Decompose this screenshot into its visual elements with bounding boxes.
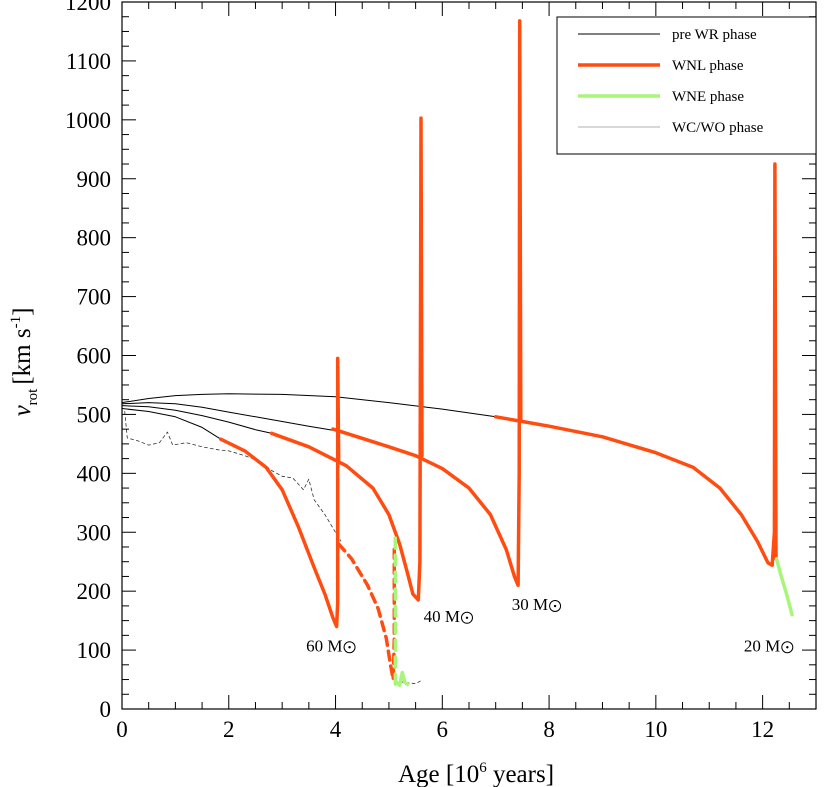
legend-label: pre WR phase [672, 27, 757, 43]
series-line [269, 116, 424, 602]
series-line [121, 402, 334, 431]
y-tick-label: 800 [77, 226, 112, 251]
series-line [219, 356, 341, 629]
annotations-layer: 60 M 40 M 30 M 20 M [306, 595, 794, 655]
mass-annotation: 30 M [512, 595, 548, 614]
sun-symbol-dot [786, 646, 789, 649]
mass-annotation: 20 M [744, 636, 780, 655]
series-line [121, 393, 497, 418]
y-axis-label-sup: -1 [8, 316, 24, 329]
y-tick-label: 200 [77, 579, 112, 604]
y-tick-label: 1000 [65, 108, 111, 133]
mass-annotation: 60 M [306, 636, 342, 655]
series-line [331, 19, 523, 588]
x-tick-label: 2 [223, 717, 235, 742]
y-tick-label: 300 [77, 520, 112, 545]
y-axis-label-unit: [km s [9, 328, 36, 384]
series-line [336, 542, 397, 682]
mass-annotation: 40 M [424, 607, 460, 626]
series-line [393, 680, 422, 685]
x-axis-label-tail: years] [487, 761, 554, 787]
x-tick-label: 4 [330, 717, 342, 742]
series-line [395, 670, 410, 688]
y-tick-label: 1200 [65, 0, 111, 15]
x-tick-label: 6 [437, 717, 449, 742]
series-layer [121, 19, 794, 688]
series-wne-phase [395, 557, 794, 688]
series-line [493, 162, 778, 567]
x-tick-label: 12 [751, 717, 774, 742]
series-line [121, 405, 272, 434]
y-axis-label-sub: rot [25, 388, 41, 405]
sun-symbol-icon [781, 641, 794, 654]
y-tick-label: 100 [77, 638, 112, 663]
legend-box [556, 16, 817, 155]
y-axis-label-close: ] [9, 308, 36, 316]
legend-label: WC/WO phase [672, 120, 764, 136]
sun-symbol-icon [460, 611, 473, 624]
legend-item: WNE phase [578, 89, 744, 105]
series-line [774, 557, 794, 617]
x-tick-label: 0 [116, 717, 128, 742]
x-tick-label: 8 [543, 717, 555, 742]
y-tick-label: 900 [77, 167, 112, 192]
y-tick-label: 0 [100, 697, 112, 722]
sun-symbol-icon [343, 641, 356, 654]
legend-item: pre WR phase [578, 27, 757, 43]
series-line [121, 408, 222, 440]
ticks-layer: 0 2 4 6 8 10 12 0 100 200 300 400 500 600 700 800 900 100… [65, 0, 817, 742]
series-wc-wo-phase [124, 411, 422, 685]
y-tick-label: 400 [77, 461, 112, 486]
sun-symbol-dot [465, 616, 469, 620]
x-axis-label: Age [106 years] [398, 760, 554, 787]
series-pre-wr-phase [121, 393, 497, 440]
y-tick-label: 700 [77, 285, 112, 310]
series-line [124, 411, 342, 542]
sun-symbol-icon [549, 600, 562, 613]
y-tick-label: 1100 [66, 49, 111, 74]
legend-label: WNL phase [672, 58, 744, 74]
sun-symbol-dot [348, 646, 351, 649]
legend: pre WR phase WNL phase WNE phase WC/WO phas… [556, 16, 817, 155]
x-tick-label: 10 [644, 717, 667, 742]
legend-label: WNE phase [672, 89, 744, 105]
legend-item: WNL phase [578, 58, 744, 74]
y-axis-label: vrot [km s-1] [8, 308, 41, 417]
legend-item: WC/WO phase [578, 120, 764, 136]
y-tick-label: 600 [77, 344, 112, 369]
legend-items: pre WR phase WNL phase WNE phase WC/WO phas… [578, 27, 764, 136]
series-wnl-phase [219, 19, 778, 629]
y-axis-label-v: v [9, 404, 36, 416]
x-axis-label-sup: 6 [479, 760, 487, 776]
sun-symbol-dot [553, 604, 557, 608]
series-wnl-phase-dashed [336, 542, 397, 682]
y-tick-label: 500 [77, 402, 112, 427]
